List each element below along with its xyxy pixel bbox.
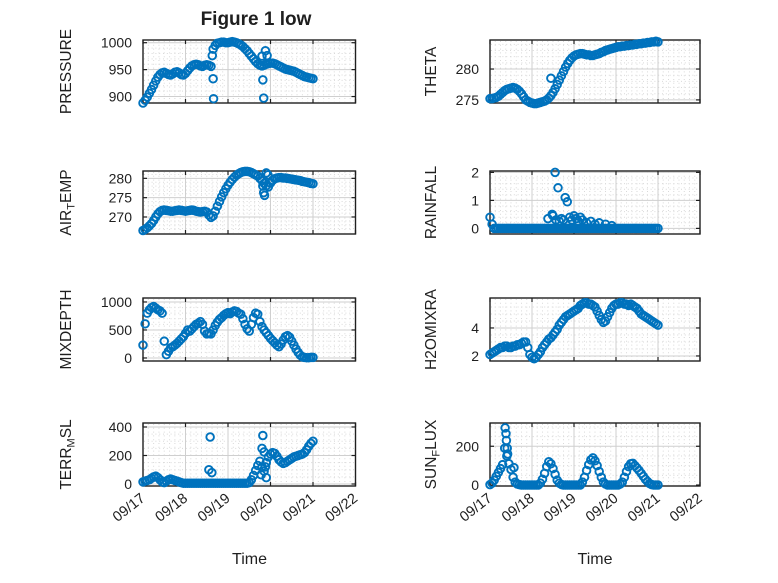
- y-tick-label: 275: [109, 190, 133, 206]
- panel-H2OMIXRA: 2 4 H2OMIXRA: [423, 288, 701, 370]
- x-axis-label-left: Time: [232, 551, 267, 568]
- y-tick-label: 400: [109, 419, 133, 435]
- y-tick-label: 4: [471, 320, 479, 336]
- y-tick-label: 2: [471, 164, 479, 180]
- y-axis-label-THETA: THETA: [423, 46, 440, 96]
- x-tick-label: 09/19: [541, 491, 579, 526]
- y-tick-label: 900: [109, 89, 133, 105]
- y-tick-label: 950: [109, 62, 133, 78]
- scatter-series-THETA: [485, 36, 663, 109]
- panel-THETA: 275 280 THETA: [423, 36, 701, 109]
- y-tick-label: 1000: [101, 35, 132, 51]
- scatter-series-AIR_TEMP: [138, 166, 318, 236]
- y-axis-label-PRESSURE: PRESSURE: [58, 29, 75, 114]
- x-tick-label: 09/20: [583, 491, 621, 526]
- y-tick-label: 1: [471, 192, 479, 208]
- y-tick-label: 0: [471, 220, 479, 236]
- x-tick-label: 09/19: [195, 491, 233, 526]
- x-tick-label: 09/17: [110, 491, 148, 526]
- y-tick-label: 0: [124, 476, 132, 492]
- scatter-series-H2OMIXRA: [485, 298, 663, 364]
- y-tick-label: 0: [471, 477, 479, 493]
- y-axis-label-SUN_FLUX: SUNFLUX: [423, 419, 443, 489]
- x-tick-label: 09/21: [280, 491, 318, 526]
- panel-MIXDEPTH: 0 500 1000 MIXDEPTH: [58, 289, 357, 370]
- y-axis-label-RAINFALL: RAINFALL: [423, 166, 440, 240]
- x-tick-label: 09/20: [238, 491, 276, 526]
- panel-AIR_TEMP: 270 275 280 AIRTEMP: [58, 166, 357, 236]
- y-tick-label: 280: [456, 61, 480, 77]
- x-axis-label-right: Time: [577, 551, 613, 568]
- x-tick-label: 09/18: [499, 491, 537, 526]
- y-tick-label: 275: [456, 92, 480, 108]
- y-tick-label: 280: [109, 170, 133, 186]
- panel-TERR_MSL: 0 200 400 TERRMSL 09/17 09/18 09/19 09/20 09/21 0…: [58, 419, 361, 526]
- panel-SUN_FLUX: 0 200 SUNFLUX 09/17 09/18 09/19 09/20 09/21 09/2…: [423, 419, 705, 525]
- scatter-series-PRESSURE: [138, 36, 318, 108]
- y-axis-label-MIXDEPTH: MIXDEPTH: [58, 289, 75, 369]
- x-tick-label: 09/22: [323, 491, 361, 526]
- x-tick-label: 09/18: [153, 491, 191, 526]
- y-axis-label-AIR_TEMP: AIRTEMP: [58, 169, 78, 235]
- y-tick-label: 0: [124, 350, 132, 366]
- scatter-series-SUN_FLUX: [485, 423, 663, 490]
- scatter-series-RAINFALL: [485, 167, 663, 234]
- y-axis-label-H2OMIXRA: H2OMIXRA: [423, 288, 440, 370]
- panel-PRESSURE: 900 950 1000 PRESSURE: [58, 29, 357, 114]
- x-tick-label: 09/21: [625, 491, 663, 526]
- y-axis-label-TERR_MSL: TERRMSL: [58, 419, 78, 490]
- y-tick-label: 500: [109, 322, 133, 338]
- figure-title: Figure 1 low: [200, 9, 312, 30]
- y-tick-label: 200: [456, 438, 480, 454]
- scatter-series-MIXDEPTH: [138, 301, 318, 363]
- y-tick-label: 270: [109, 209, 133, 225]
- y-tick-label: 200: [109, 447, 133, 463]
- panel-RAINFALL: 0 1 2 RAINFALL: [423, 164, 701, 240]
- y-tick-label: 1000: [101, 294, 132, 310]
- x-tick-label: 09/22: [667, 491, 705, 526]
- y-tick-label: 2: [471, 348, 479, 364]
- scatter-series-TERR_MSL: [138, 430, 318, 489]
- x-tick-label: 09/17: [457, 491, 495, 526]
